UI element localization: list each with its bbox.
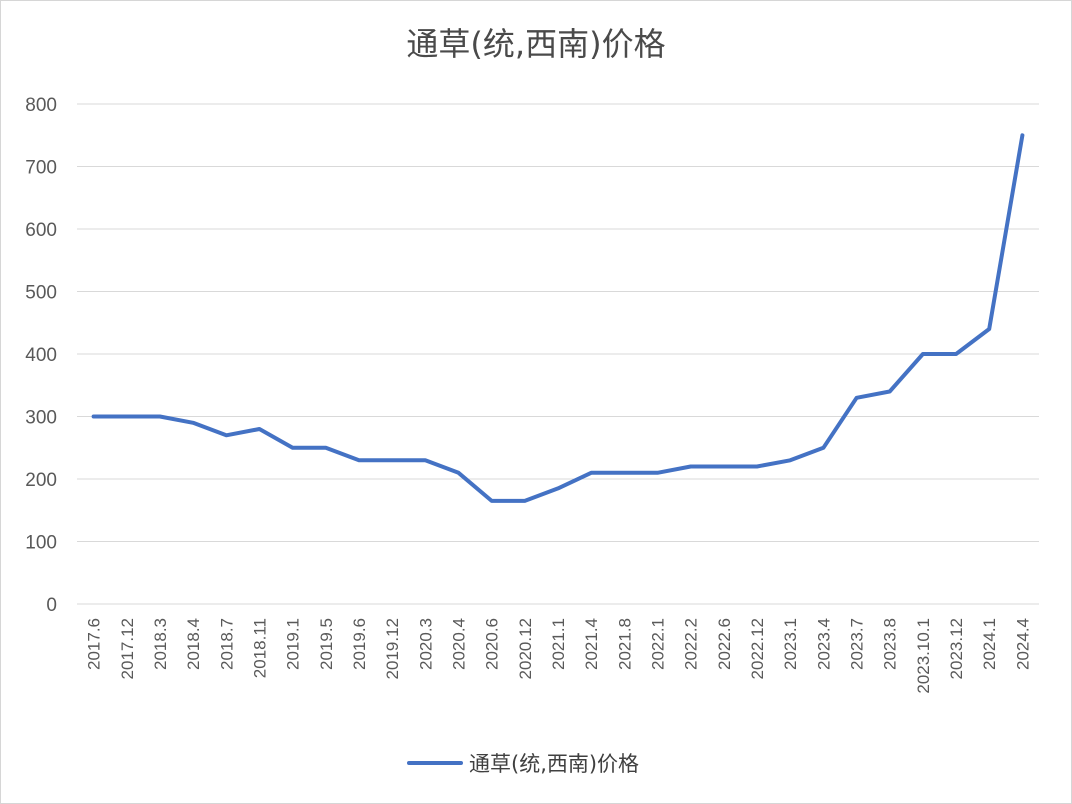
x-tick-label: 2017.6 [85, 618, 104, 670]
x-tick-label: 2021.1 [549, 618, 568, 670]
y-tick-label: 800 [25, 95, 57, 116]
y-tick-label: 200 [25, 470, 57, 491]
x-tick-label: 2019.1 [284, 618, 303, 670]
x-tick-label: 2024.1 [980, 618, 999, 670]
y-tick-label: 700 [25, 158, 57, 179]
grid-layer [77, 103, 1039, 605]
x-tick-label: 2020.3 [416, 618, 435, 670]
legend: 通草(统,西南)价格 [407, 752, 639, 776]
x-tick-label: 2023.8 [881, 618, 900, 670]
y-axis-ticks: 0 100 200 300 400 500 600 700 800 [25, 95, 57, 616]
x-tick-label: 2023.10.1 [914, 618, 933, 694]
y-tick-label: 400 [25, 345, 57, 366]
series-layer [91, 133, 1025, 503]
x-tick-label: 2023.4 [814, 618, 833, 670]
x-tick-label: 2019.5 [317, 618, 336, 670]
series-line-0 [91, 133, 1025, 503]
x-tick-label: 2022.2 [682, 618, 701, 670]
x-tick-label: 2018.7 [217, 618, 236, 670]
x-tick-label: 2023.1 [781, 618, 800, 670]
y-tick-label: 100 [25, 533, 57, 554]
x-tick-label: 2017.12 [118, 618, 137, 679]
chart-title: 通草(统,西南)价格 [406, 25, 665, 63]
x-tick-label: 2019.12 [383, 618, 402, 679]
legend-label: 通草(统,西南)价格 [469, 752, 639, 776]
x-tick-label: 2022.6 [715, 618, 734, 670]
y-tick-label: 300 [25, 408, 57, 429]
x-tick-label: 2020.12 [516, 618, 535, 679]
x-tick-label: 2018.4 [184, 618, 203, 670]
x-tick-label: 2019.6 [350, 618, 369, 670]
x-tick-label: 2020.6 [483, 618, 502, 670]
x-tick-label: 2023.7 [848, 618, 867, 670]
x-tick-label: 2018.3 [151, 618, 170, 670]
x-tick-label: 2024.4 [1013, 618, 1032, 670]
x-tick-label: 2020.4 [449, 618, 468, 670]
y-tick-label: 0 [46, 595, 57, 616]
x-tick-label: 2022.1 [649, 618, 668, 670]
x-tick-label: 2021.4 [582, 618, 601, 670]
x-tick-label: 2022.12 [748, 618, 767, 679]
y-tick-label: 500 [25, 283, 57, 304]
x-tick-label: 2021.8 [615, 618, 634, 670]
x-tick-label: 2023.12 [947, 618, 966, 679]
x-tick-label: 2018.11 [250, 618, 269, 678]
x-axis-ticks: 2017.6 2017.12 2018.3 2018.4 2018.7 2018.11 20… [85, 618, 1033, 694]
y-tick-label: 600 [25, 220, 57, 241]
